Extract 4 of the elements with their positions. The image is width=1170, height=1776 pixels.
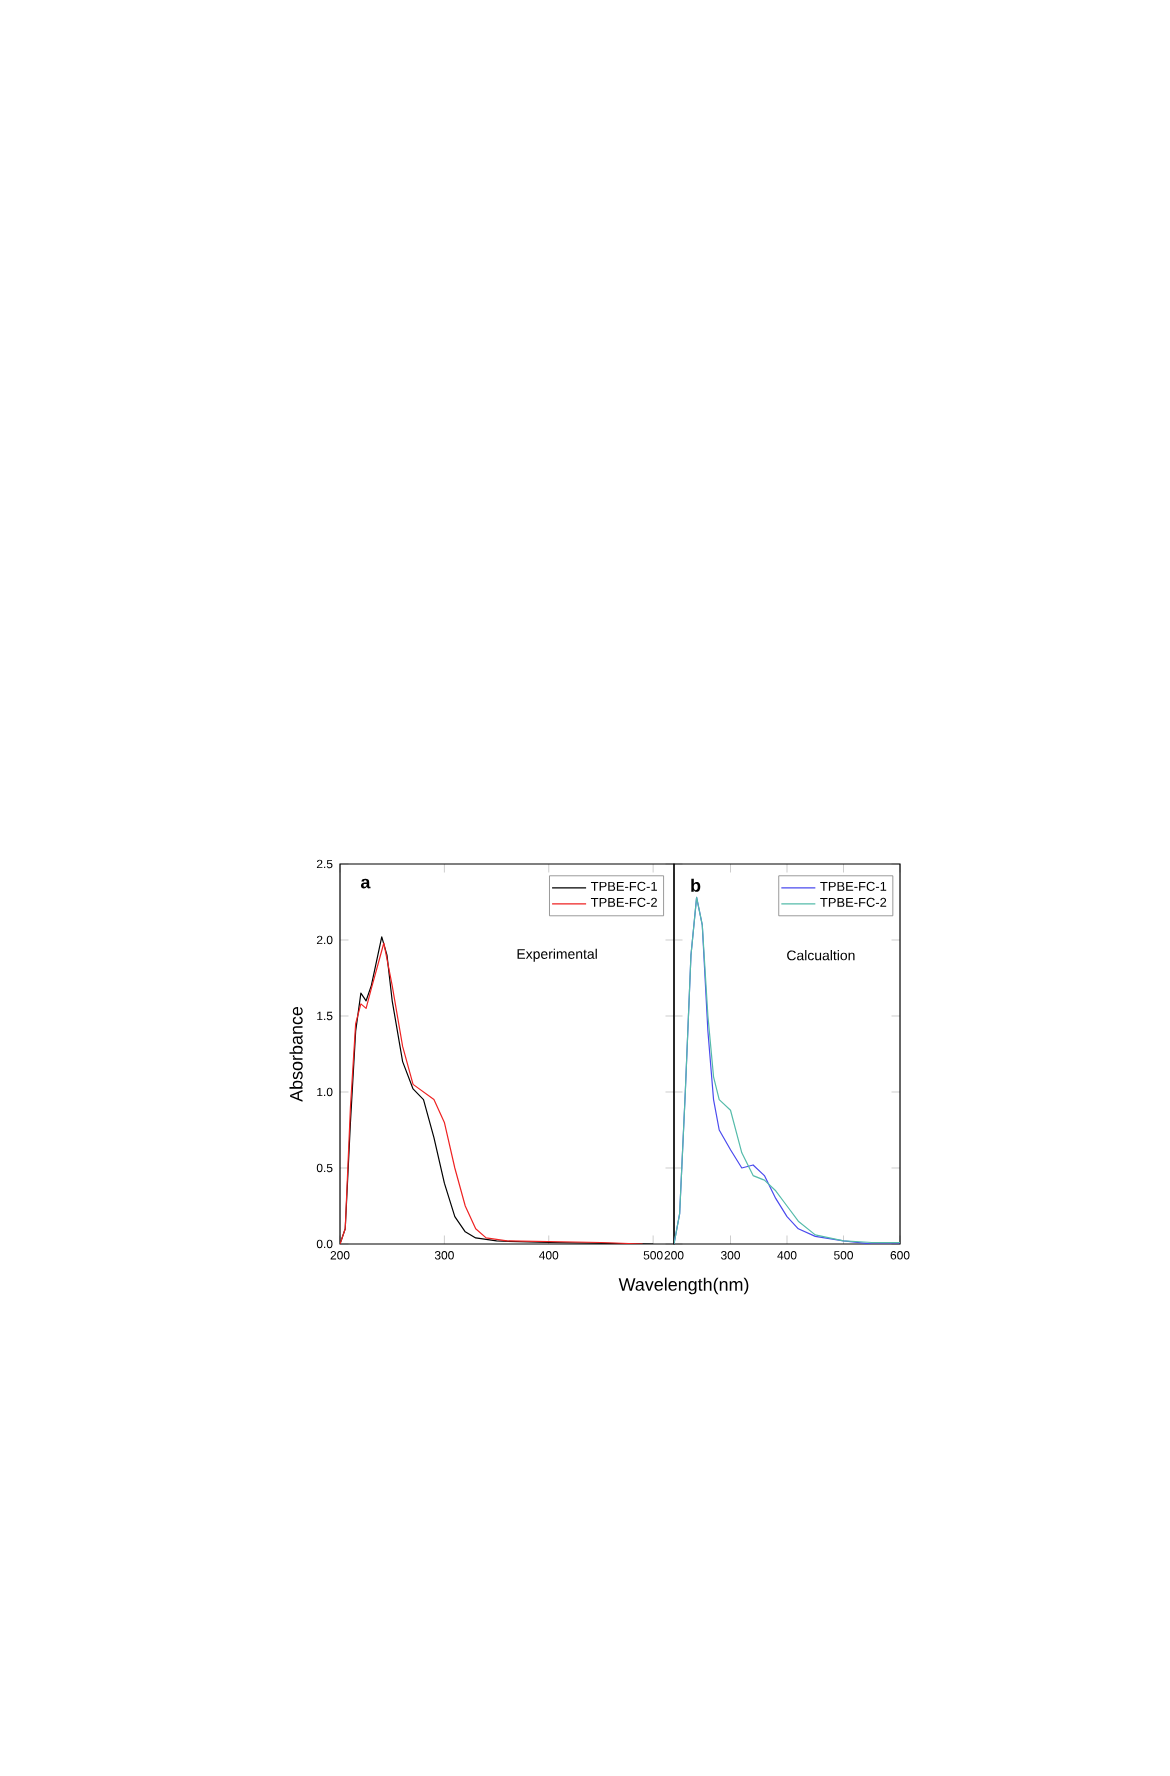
x-axis-title: Wavelength(nm) — [618, 1277, 749, 1295]
annotation: a — [360, 878, 371, 889]
annotation: b — [691, 878, 701, 892]
y-axis-title: Absorbance — [289, 1006, 303, 1102]
